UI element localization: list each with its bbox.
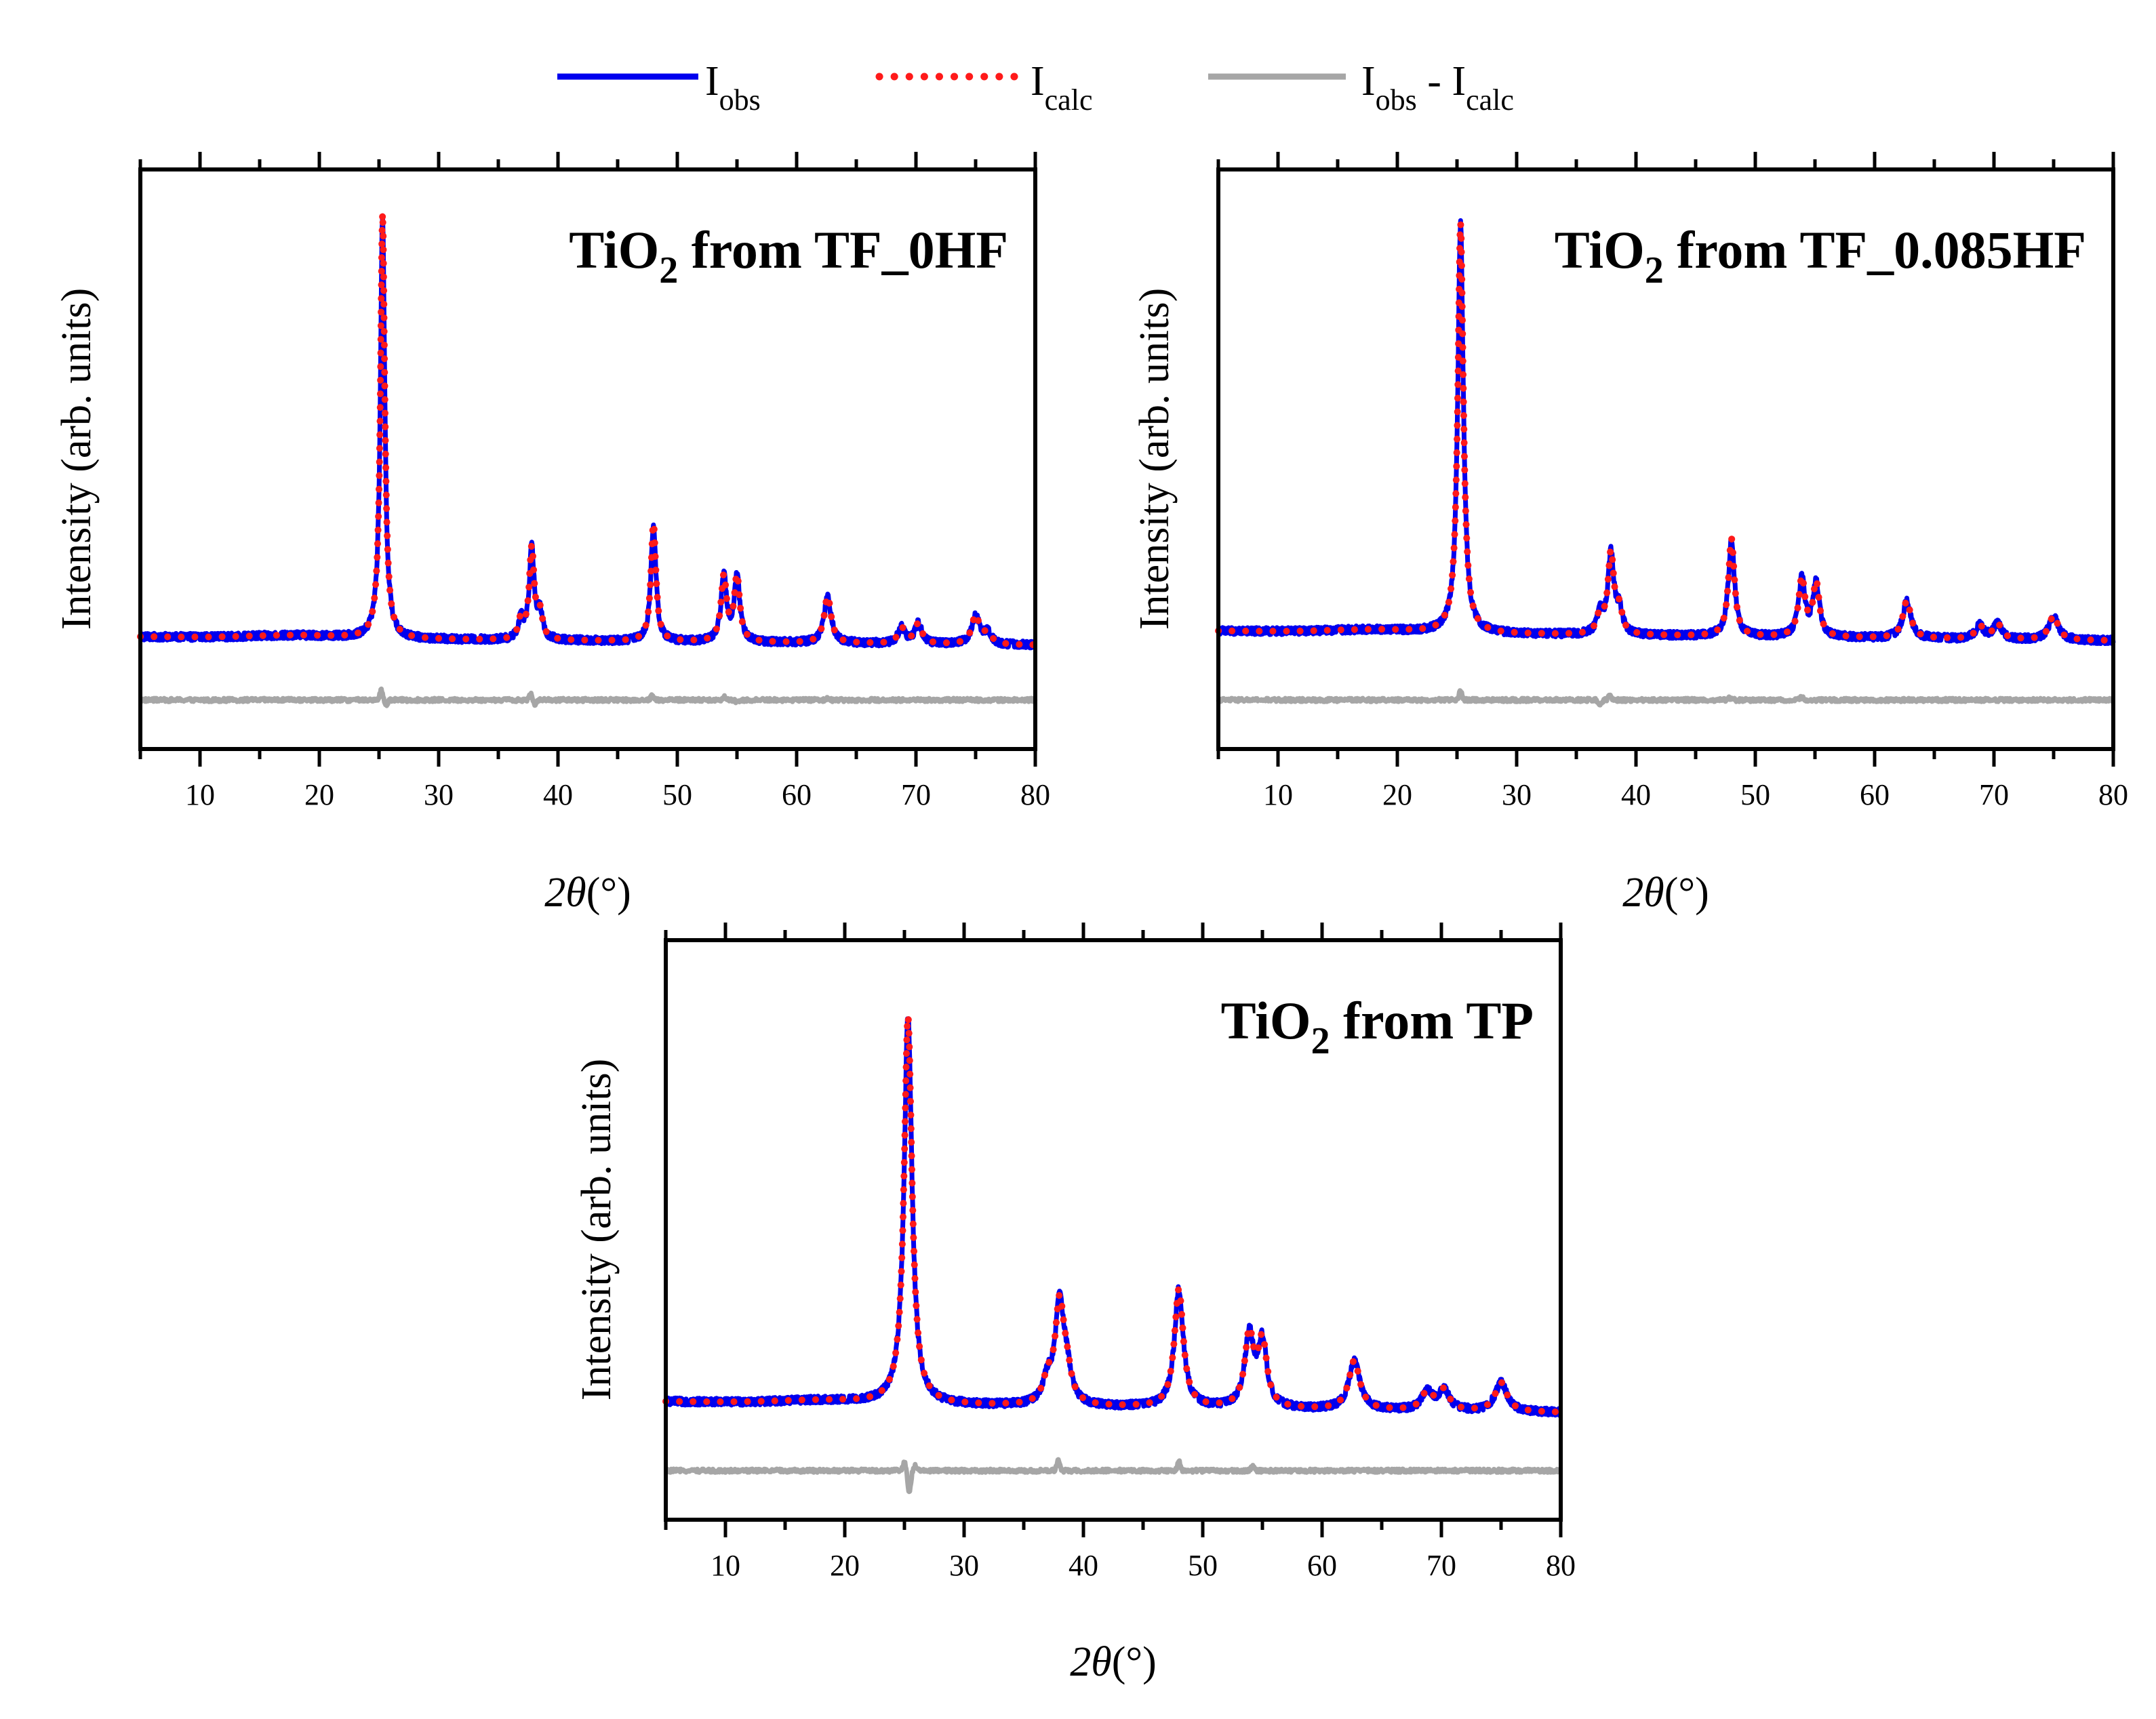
- x-tick-label: 30: [424, 778, 454, 811]
- panel-title: TiO2 from TF_0.085HF: [1555, 220, 2086, 291]
- series-diff-line: [1216, 688, 2116, 708]
- series-diff-line: [664, 1457, 1563, 1495]
- x-tick-label: 70: [1426, 1549, 1456, 1582]
- legend-calc-label: Icalc: [1031, 58, 1092, 117]
- x-tick-label: 50: [1740, 778, 1770, 811]
- x-tick-label: 60: [782, 778, 812, 811]
- series-group: [662, 1015, 1564, 1495]
- series-group: [137, 212, 1039, 708]
- x-tick-label: 80: [1020, 778, 1050, 811]
- panel-tf-0085hf: 10 20 30 40 50 60 70 80 TiO2 from TF_0.085HF In…: [1132, 152, 2128, 916]
- x-axis-title: 2θ(°): [544, 870, 631, 916]
- x-tick-label: 40: [1069, 1549, 1098, 1582]
- x-tick-label: 20: [830, 1549, 860, 1582]
- legend: Iobs Icalc Iobs - Icalc: [557, 58, 1514, 117]
- x-tick-label: 10: [185, 778, 215, 811]
- tick-group: 10 20 30 40 50 60 70 80: [664, 923, 1576, 1582]
- series-group: [1215, 218, 2117, 708]
- x-tick-label: 10: [711, 1549, 740, 1582]
- x-tick-label: 70: [1979, 778, 2009, 811]
- tick-group: 10 20 30 40 50 60 70 80: [138, 152, 1050, 811]
- x-tick-label: 80: [1546, 1549, 1576, 1582]
- x-tick-label: 50: [1188, 1549, 1218, 1582]
- x-tick-label: 50: [662, 778, 692, 811]
- x-tick-label: 60: [1860, 778, 1890, 811]
- x-tick-label: 40: [543, 778, 573, 811]
- x-tick-label: 20: [304, 778, 334, 811]
- x-tick-label: 30: [949, 1549, 979, 1582]
- x-tick-label: 30: [1502, 778, 1532, 811]
- x-tick-label: 70: [901, 778, 931, 811]
- panel-title: TiO2 from TP: [1221, 991, 1534, 1062]
- panel-tf-0hf: 10 20 30 40 50 60 70 80 TiO2 from TF_0HF Intens…: [54, 152, 1050, 916]
- x-tick-label: 20: [1382, 778, 1412, 811]
- series-calc-line: [662, 1015, 1564, 1416]
- y-axis-title: Intensity (arb. units): [54, 288, 100, 630]
- panel-title: TiO2 from TF_0HF: [569, 220, 1008, 291]
- x-tick-label: 80: [2098, 778, 2128, 811]
- x-tick-label: 40: [1621, 778, 1651, 811]
- series-calc-line: [137, 212, 1039, 649]
- x-tick-label: 60: [1307, 1549, 1337, 1582]
- x-axis-title: 2θ(°): [1622, 870, 1709, 916]
- x-tick-label: 10: [1263, 778, 1293, 811]
- legend-diff-label: Iobs - Icalc: [1361, 58, 1514, 117]
- panel-tp: 10 20 30 40 50 60 70 80 TiO2 from TP Intensity …: [574, 923, 1576, 1685]
- plot-frame: [1216, 167, 2115, 751]
- tick-group: 10 20 30 40 50 60 70 80: [1216, 152, 2128, 811]
- legend-obs-label: Iobs: [705, 58, 761, 117]
- x-axis-title: 2θ(°): [1070, 1639, 1157, 1685]
- series-calc-line: [1215, 222, 2117, 644]
- plot-frame: [138, 167, 1037, 751]
- plot-frame: [664, 938, 1563, 1522]
- y-axis-title: Intensity (arb. units): [574, 1059, 620, 1401]
- y-axis-title: Intensity (arb. units): [1132, 288, 1178, 630]
- series-diff-line: [138, 686, 1038, 708]
